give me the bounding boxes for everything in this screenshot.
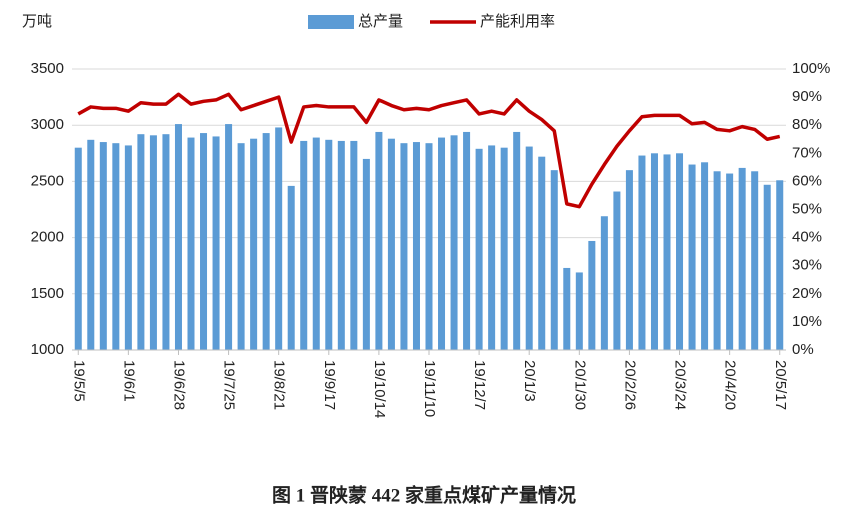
y2-tick-label: 10% bbox=[792, 313, 822, 330]
y-tick-label: 2500 bbox=[31, 172, 64, 189]
x-tick-label: 20/1/3 bbox=[521, 360, 538, 402]
x-tick-label: 20/4/20 bbox=[722, 360, 739, 410]
bar bbox=[112, 143, 120, 350]
x-tick-label: 20/2/26 bbox=[621, 360, 638, 410]
bar bbox=[488, 145, 496, 350]
bar bbox=[287, 185, 295, 350]
bar bbox=[225, 124, 233, 351]
y2-tick-label: 20% bbox=[792, 285, 822, 302]
bar bbox=[99, 142, 107, 350]
bar bbox=[149, 135, 157, 350]
x-tick-label: 19/7/25 bbox=[221, 360, 238, 410]
bar bbox=[500, 147, 508, 350]
bar bbox=[375, 131, 383, 350]
bar bbox=[751, 171, 759, 350]
bar bbox=[575, 272, 583, 350]
y-tick-label: 1500 bbox=[31, 285, 64, 302]
x-tick-label: 20/3/24 bbox=[672, 360, 689, 410]
bar bbox=[625, 170, 633, 350]
x-tick-label: 20/1/30 bbox=[571, 360, 588, 410]
bar bbox=[563, 267, 571, 350]
bar bbox=[337, 140, 345, 350]
bar bbox=[362, 158, 370, 350]
x-tick-label: 19/5/5 bbox=[70, 360, 87, 402]
legend-label: 产能利用率 bbox=[480, 13, 555, 30]
bar bbox=[438, 137, 446, 350]
bar bbox=[738, 167, 746, 350]
bar bbox=[525, 146, 533, 350]
bar bbox=[162, 134, 170, 350]
y2-tick-label: 100% bbox=[792, 60, 830, 77]
bar bbox=[174, 124, 182, 351]
y-tick-label: 3000 bbox=[31, 116, 64, 133]
bar bbox=[74, 147, 82, 350]
bar bbox=[137, 134, 145, 350]
y2-tick-label: 0% bbox=[792, 341, 814, 358]
bar bbox=[325, 139, 333, 350]
x-tick-label: 19/6/1 bbox=[120, 360, 137, 402]
bar bbox=[600, 216, 608, 350]
bar bbox=[350, 140, 358, 350]
bar bbox=[87, 139, 95, 350]
bar bbox=[250, 138, 258, 350]
bar bbox=[300, 140, 308, 350]
legend-swatch bbox=[308, 15, 354, 29]
bar bbox=[463, 131, 471, 350]
y-tick-label: 2000 bbox=[31, 229, 64, 246]
bar bbox=[387, 138, 395, 350]
y-tick-label: 1000 bbox=[31, 341, 64, 358]
bar bbox=[275, 127, 283, 350]
bar bbox=[400, 143, 408, 350]
bar bbox=[763, 184, 771, 350]
bar bbox=[124, 145, 132, 350]
x-tick-label: 19/9/17 bbox=[321, 360, 338, 410]
bar bbox=[187, 137, 195, 350]
x-tick-label: 20/5/17 bbox=[772, 360, 789, 410]
bar bbox=[588, 240, 596, 350]
x-tick-label: 19/6/28 bbox=[171, 360, 188, 410]
bar bbox=[713, 171, 721, 350]
bar bbox=[676, 153, 684, 350]
bar bbox=[663, 154, 671, 350]
y2-tick-label: 60% bbox=[792, 172, 822, 189]
bar bbox=[776, 180, 784, 350]
y2-tick-label: 50% bbox=[792, 200, 822, 217]
bar bbox=[726, 173, 734, 350]
caption: 图 1 晋陕蒙 442 家重点煤矿产量情况 bbox=[272, 483, 576, 506]
bar bbox=[688, 164, 696, 350]
bar bbox=[212, 136, 220, 350]
y2-tick-label: 80% bbox=[792, 116, 822, 133]
legend-label: 总产量 bbox=[358, 13, 403, 30]
y-axis-label: 万吨 bbox=[22, 13, 52, 30]
x-tick-label: 19/12/7 bbox=[471, 360, 488, 410]
bar bbox=[425, 143, 433, 350]
y2-tick-label: 30% bbox=[792, 257, 822, 274]
bar bbox=[538, 156, 546, 350]
x-tick-label: 19/11/10 bbox=[421, 360, 438, 417]
bar bbox=[475, 148, 483, 350]
bar bbox=[262, 133, 270, 350]
bar bbox=[650, 153, 658, 350]
bar bbox=[412, 142, 420, 350]
y2-tick-label: 90% bbox=[792, 88, 822, 105]
bar bbox=[513, 131, 521, 350]
bar bbox=[312, 137, 320, 350]
bar bbox=[701, 162, 709, 350]
bar bbox=[550, 170, 558, 350]
x-tick-label: 19/10/14 bbox=[371, 360, 388, 418]
y2-tick-label: 40% bbox=[792, 229, 822, 246]
bar bbox=[613, 191, 621, 350]
y2-tick-label: 70% bbox=[792, 144, 822, 161]
bar bbox=[638, 155, 646, 350]
bar bbox=[450, 135, 458, 350]
y-tick-label: 3500 bbox=[31, 60, 64, 77]
bar bbox=[237, 143, 245, 350]
line bbox=[77, 92, 781, 209]
bar bbox=[200, 133, 208, 350]
x-tick-label: 19/8/21 bbox=[271, 360, 288, 410]
